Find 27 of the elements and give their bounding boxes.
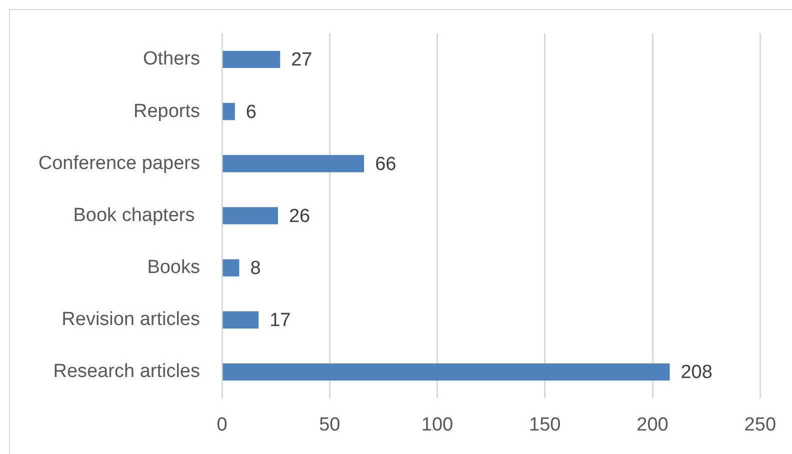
data-label: 208 xyxy=(680,362,712,384)
data-label: 6 xyxy=(246,102,256,123)
bar xyxy=(222,363,670,381)
data-label: 66 xyxy=(375,154,396,175)
y-tick-label: Revision articles xyxy=(62,309,200,330)
x-tick-label: 150 xyxy=(529,414,561,436)
bar xyxy=(222,155,364,172)
y-tick-label: Reports xyxy=(133,100,200,122)
bar xyxy=(222,50,280,68)
data-label: 17 xyxy=(270,310,291,332)
data-label: 8 xyxy=(250,258,261,280)
bar xyxy=(222,102,235,120)
x-tick-label: 0 xyxy=(216,414,228,436)
data-label: 27 xyxy=(291,50,312,71)
x-tick-label: 200 xyxy=(636,414,668,436)
y-tick-label: Conference papers xyxy=(38,152,200,174)
bar xyxy=(222,207,278,224)
x-tick-label: 50 xyxy=(319,414,340,436)
y-tick-label: Books xyxy=(147,257,200,278)
data-label: 26 xyxy=(288,206,310,227)
y-tick-label: Research articles xyxy=(53,361,200,382)
bar xyxy=(222,311,259,328)
y-tick-label: Book chapters xyxy=(73,204,200,226)
bar xyxy=(222,259,240,276)
x-tick-label: 100 xyxy=(421,414,454,436)
y-tick-label: Others xyxy=(142,48,200,70)
x-tick-label: 250 xyxy=(744,414,776,436)
